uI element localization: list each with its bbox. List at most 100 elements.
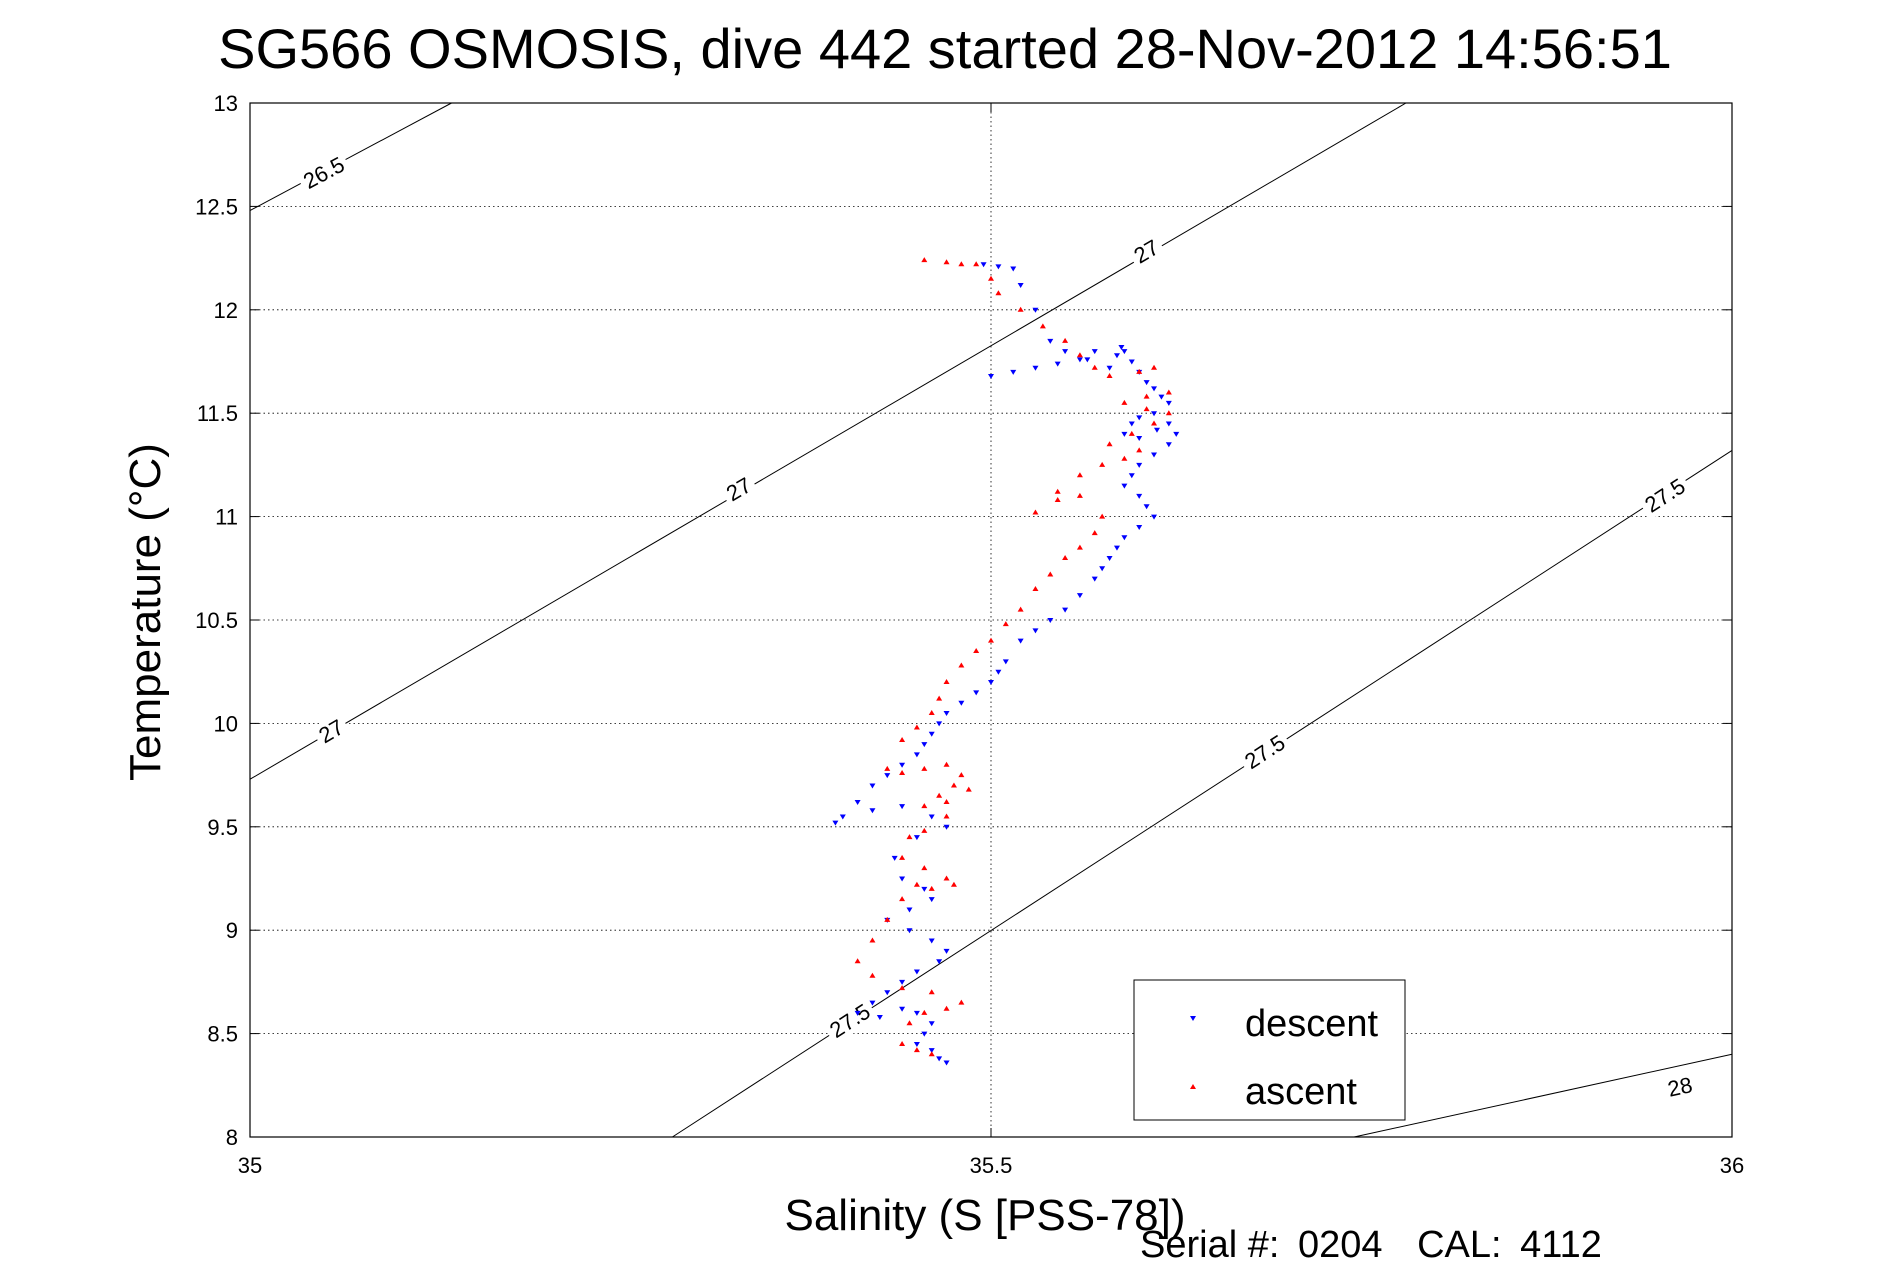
descent-point xyxy=(1062,607,1069,613)
ascent-point xyxy=(928,710,935,716)
ascent-point xyxy=(899,736,906,742)
descent-point xyxy=(1173,431,1180,437)
ascent-point xyxy=(1106,372,1113,378)
ascent-point xyxy=(899,1040,906,1046)
descent-point xyxy=(1151,386,1158,392)
descent-point xyxy=(1017,282,1024,288)
y-tick-label: 10.5 xyxy=(195,608,238,633)
y-tick-label: 12.5 xyxy=(195,194,238,219)
descent-point xyxy=(899,979,906,985)
ascent-point xyxy=(1136,447,1143,453)
descent-point xyxy=(958,700,965,706)
descent-point xyxy=(1121,349,1128,355)
descent-point xyxy=(1165,400,1172,406)
ascent-point xyxy=(988,637,994,643)
ascent-point xyxy=(988,275,994,281)
ascent-point xyxy=(943,259,950,265)
descent-point xyxy=(913,835,920,841)
x-tick-label: 35.5 xyxy=(970,1153,1013,1178)
ascent-point xyxy=(958,772,965,778)
isopycnal-label-bg xyxy=(821,996,879,1046)
descent-point xyxy=(1128,421,1135,427)
descent-point xyxy=(1091,576,1098,582)
chart-title: SG566 OSMOSIS, dive 442 started 28-Nov-2… xyxy=(218,17,1672,80)
isopycnal-label-bg xyxy=(310,712,352,751)
y-axis-label: Temperature (°C) xyxy=(121,443,170,781)
descent-point xyxy=(936,721,943,727)
descent-point xyxy=(891,855,898,861)
descent-point xyxy=(980,262,987,268)
cal-value: 4112 xyxy=(1520,1224,1602,1262)
x-axis-label: Salinity (S [PSS-78]) xyxy=(784,1191,1185,1240)
isopycnal-line xyxy=(1353,1053,1733,1138)
descent-point xyxy=(1099,566,1106,572)
footer-serial-cal: Serial #: 0204 CAL: 4112 xyxy=(1140,1224,1602,1262)
ascent-point xyxy=(1076,352,1083,358)
descent-point xyxy=(1002,659,1009,665)
ascent-point xyxy=(884,916,891,922)
descent-point xyxy=(913,1010,920,1016)
descent-point xyxy=(995,264,1002,270)
descent-point xyxy=(943,824,950,830)
ascent-point xyxy=(1106,441,1113,447)
ascent-point xyxy=(928,989,935,995)
descent-point xyxy=(1032,365,1039,371)
descent-point xyxy=(1128,473,1135,479)
legend-box xyxy=(1133,979,1406,1121)
descent-point xyxy=(1091,349,1098,355)
descent-point xyxy=(1084,357,1091,363)
y-tick-label: 11 xyxy=(215,505,238,530)
descent-point xyxy=(1118,345,1125,351)
y-tick-label: 8.5 xyxy=(207,1022,238,1047)
descent-point xyxy=(1121,431,1128,437)
descent-point xyxy=(921,886,928,892)
legend: descent ascent xyxy=(1133,979,1406,1121)
descent-point xyxy=(832,820,839,826)
ascent-point xyxy=(1039,323,1046,329)
descent-point xyxy=(1151,514,1158,520)
grid xyxy=(250,103,1732,1137)
descent-point xyxy=(1143,380,1150,386)
ascent-point xyxy=(973,261,980,267)
descent-point xyxy=(1062,349,1069,355)
descent-point xyxy=(869,808,876,814)
ascent-point xyxy=(943,875,950,881)
ascent-point xyxy=(943,798,950,804)
descent-point xyxy=(995,669,1002,675)
descent-point xyxy=(884,990,891,996)
ascent-point xyxy=(1091,530,1098,536)
ascent-point xyxy=(921,1009,928,1015)
ascent-point xyxy=(1032,585,1039,591)
ascent-point xyxy=(1076,472,1083,478)
descent-point xyxy=(1121,535,1128,541)
descent-point xyxy=(1032,307,1039,313)
ascent-point xyxy=(1136,368,1143,374)
y-tick-label: 8 xyxy=(226,1125,238,1150)
descent-point xyxy=(899,876,906,882)
descent-point xyxy=(913,1041,920,1047)
descent-point xyxy=(1047,338,1054,344)
ascent-point xyxy=(1165,410,1172,416)
isopycnal-label-bg xyxy=(1126,232,1167,271)
descent-point xyxy=(921,1031,928,1037)
ascent-point xyxy=(973,648,980,654)
ascent-point xyxy=(1047,571,1054,577)
ascent-point xyxy=(1099,513,1106,519)
y-tick-label: 9 xyxy=(226,918,238,943)
descent-point xyxy=(928,731,935,737)
descent-point xyxy=(943,948,950,954)
descent-point xyxy=(1153,427,1160,433)
legend-marker-descent xyxy=(1190,1016,1196,1021)
descent-point xyxy=(973,690,980,696)
descent-point xyxy=(943,711,950,717)
descent-point xyxy=(943,1060,950,1066)
x-tick-label: 35 xyxy=(238,1153,262,1178)
descent-point xyxy=(1151,452,1158,458)
descent-point xyxy=(1136,493,1143,499)
ascent-point xyxy=(1099,461,1106,467)
descent-point xyxy=(1136,436,1143,442)
ascent-point xyxy=(1143,406,1150,412)
ascent-point xyxy=(950,881,957,887)
data-points xyxy=(832,257,1180,1066)
